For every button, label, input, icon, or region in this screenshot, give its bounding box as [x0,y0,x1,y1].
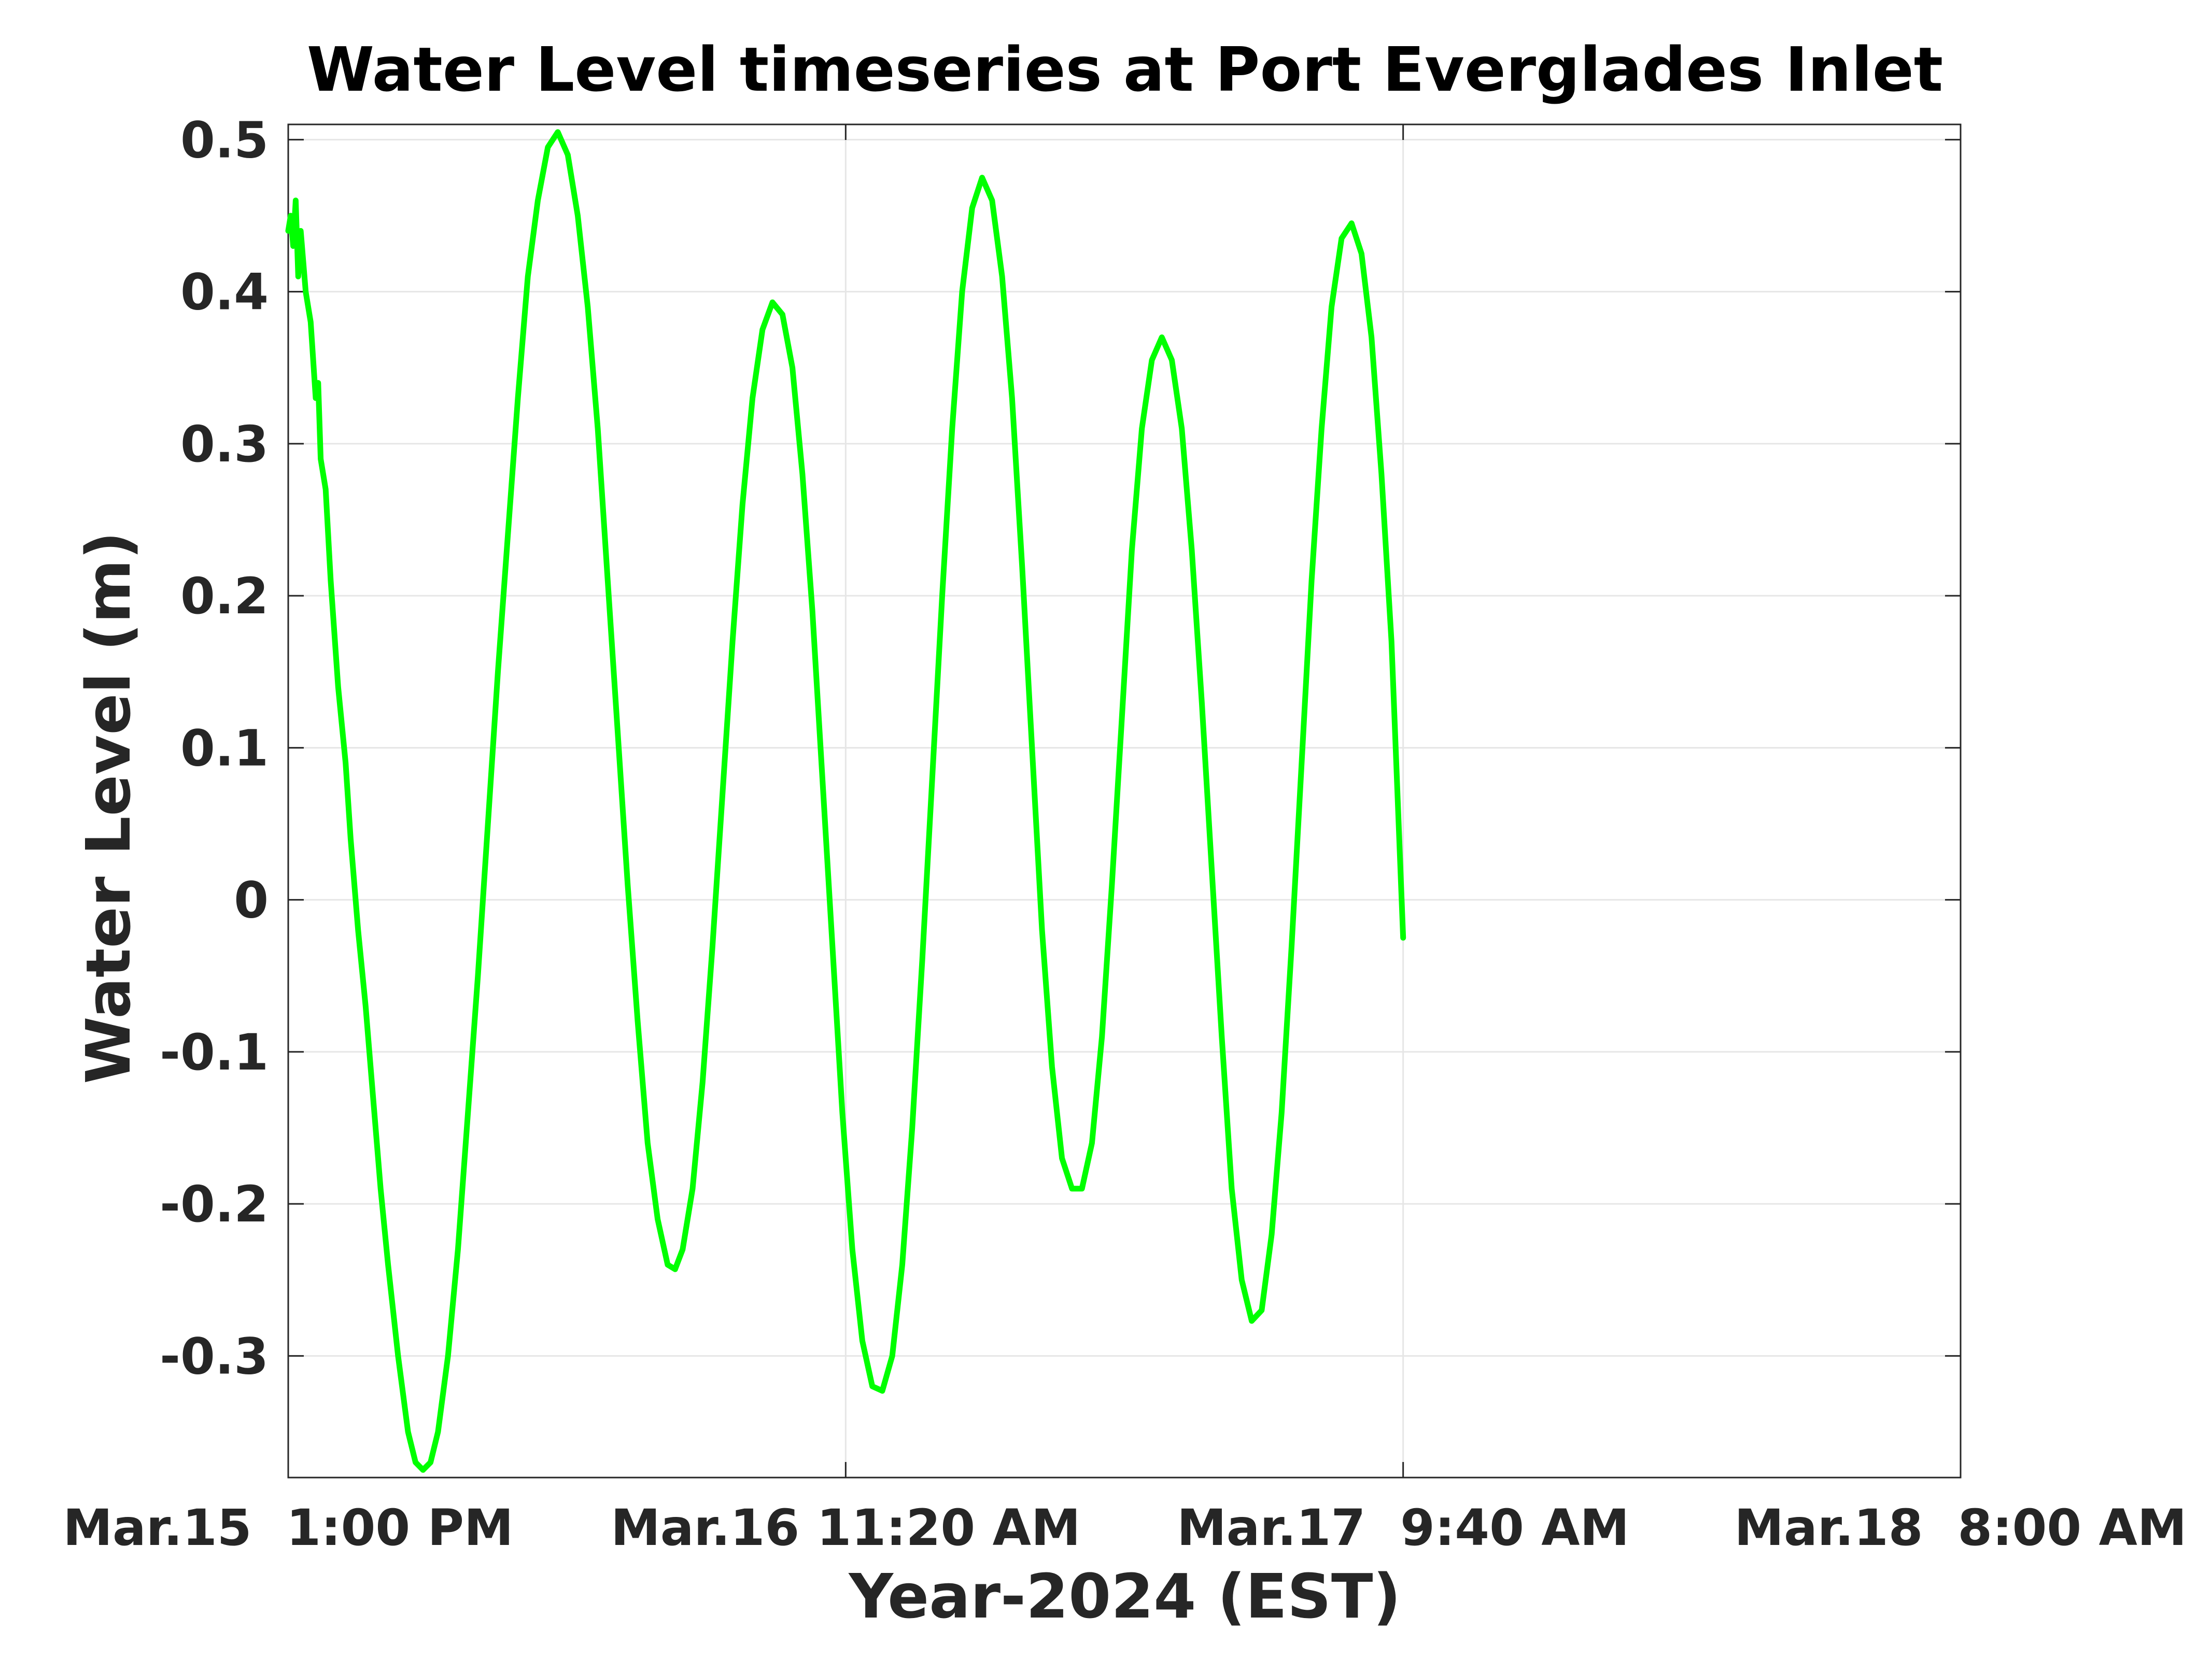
x-tick-label: Mar.18 8:00 AM [1735,1499,2187,1557]
tick-layer: -0.3 -0.2 -0.1 0 0.1 0.2 0.3 0.4 0.5 Mar.15 1:00 … [63,111,2187,1557]
y-tick-label: 0.5 [180,111,269,169]
x-tick-label: Mar.17 9:40 AM [1177,1499,1629,1557]
y-tick-label: 0.3 [180,415,269,473]
chart-title: Water Level timeseries at Port Everglade… [307,34,1943,105]
y-tick-label: 0.1 [180,719,269,777]
series-layer [285,129,1406,1473]
y-tick-label: -0.1 [160,1023,269,1081]
y-tick-label: -0.3 [160,1327,269,1385]
y-tick-label: -0.2 [160,1175,269,1233]
x-tick-label: Mar.16 11:20 AM [611,1499,1080,1557]
grid-layer [288,124,1961,1478]
x-axis-label: Year-2024 (EST) [848,1560,1401,1632]
axes-frame [287,123,1962,1479]
x-tick-label: Mar.15 1:00 PM [63,1499,514,1557]
y-tick-label: 0.2 [180,567,269,625]
y-axis-label: Water Level (m) [73,531,144,1084]
water-level-series-line [285,129,1406,1473]
y-tick-label: 0 [234,871,269,930]
y-tick-label: 0.4 [180,263,269,321]
